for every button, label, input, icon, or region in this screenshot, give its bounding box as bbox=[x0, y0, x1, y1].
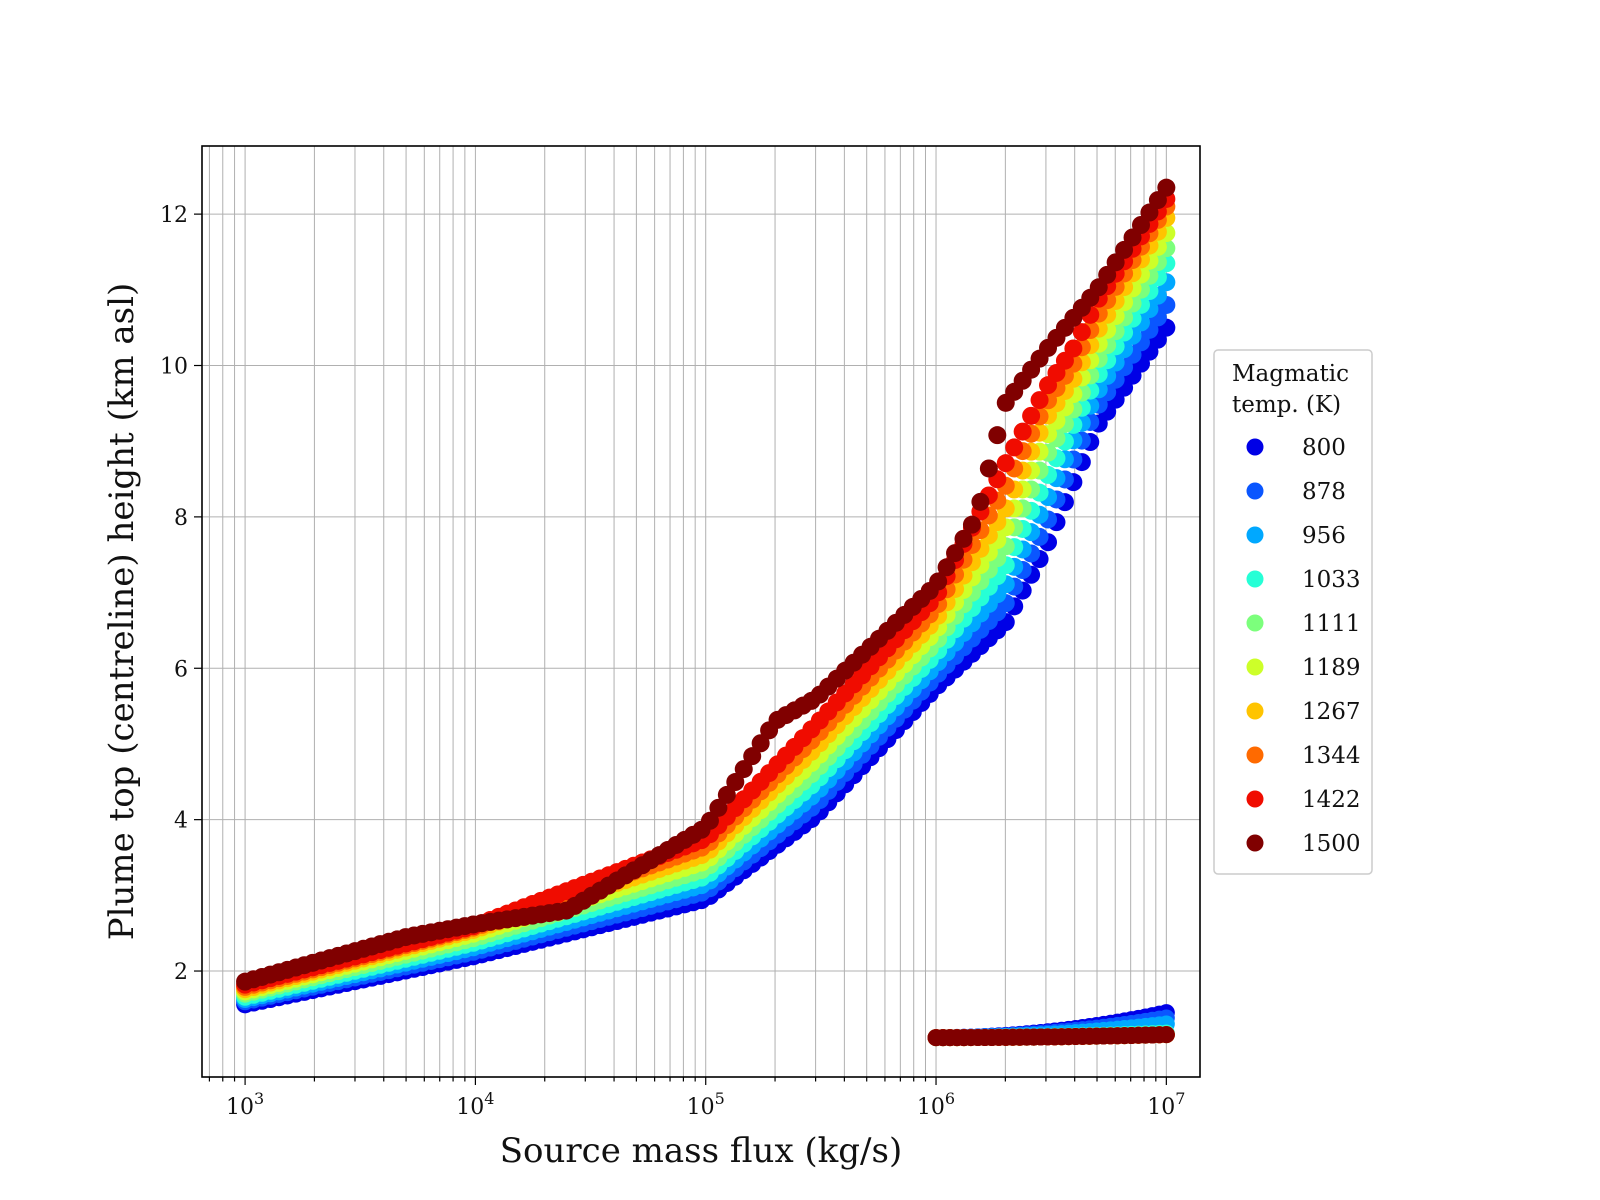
y-tick-label: 6 bbox=[174, 657, 188, 682]
series-1500 bbox=[236, 178, 1176, 1047]
data-point bbox=[1005, 438, 1024, 457]
legend-entry-1500: 1500 bbox=[1246, 831, 1361, 857]
data-point bbox=[937, 558, 956, 577]
y-tick-label: 12 bbox=[160, 203, 188, 228]
data-point bbox=[1013, 422, 1032, 441]
legend-marker bbox=[1246, 614, 1264, 632]
data-point bbox=[734, 760, 753, 779]
legend-label: 800 bbox=[1302, 435, 1346, 461]
data-point bbox=[1072, 323, 1091, 342]
data-point bbox=[929, 572, 948, 591]
data-point bbox=[1157, 1026, 1175, 1044]
x-tick-label: 105 bbox=[687, 1089, 725, 1120]
legend-title: Magmatic bbox=[1232, 361, 1349, 387]
y-tick-label: 4 bbox=[174, 809, 188, 834]
axis-ticks: 103 104 105 106 107 2 4 6 8 10 12 bbox=[160, 203, 1185, 1120]
scatter-points bbox=[236, 178, 1176, 1047]
x-axis-title: Source mass flux (kg/s) bbox=[500, 1131, 902, 1171]
data-point bbox=[954, 529, 973, 548]
data-point bbox=[946, 544, 965, 563]
plot-area-frame bbox=[201, 145, 1201, 1078]
legend-label: 878 bbox=[1302, 479, 1346, 505]
legend-marker bbox=[1246, 438, 1264, 456]
legend-label: 956 bbox=[1302, 523, 1346, 549]
y-tick-label: 8 bbox=[174, 506, 188, 531]
legend-label: 1422 bbox=[1302, 787, 1361, 813]
legend-entry-1033: 1033 bbox=[1246, 567, 1361, 593]
legend-label: 1189 bbox=[1302, 655, 1361, 681]
legend-marker bbox=[1246, 658, 1264, 676]
grid-lines bbox=[202, 146, 1200, 1077]
legend-entry-1267: 1267 bbox=[1246, 699, 1361, 725]
legend: Magmatic temp. (K) 800 878 956 1033 1111 1189 12… bbox=[1213, 349, 1373, 875]
legend-title: temp. (K) bbox=[1232, 392, 1341, 418]
data-point bbox=[726, 773, 745, 792]
data-point bbox=[700, 811, 719, 830]
x-tick-label: 106 bbox=[917, 1089, 955, 1120]
y-tick-label: 10 bbox=[160, 355, 188, 380]
legend-entry-800: 800 bbox=[1246, 435, 1346, 461]
data-point bbox=[1022, 406, 1041, 425]
legend-marker bbox=[1246, 746, 1264, 764]
data-point bbox=[717, 785, 736, 804]
legend-entry-1111: 1111 bbox=[1246, 611, 1361, 637]
legend-label: 1033 bbox=[1302, 567, 1361, 593]
data-point bbox=[996, 454, 1015, 473]
data-point bbox=[709, 798, 728, 817]
data-point bbox=[1157, 178, 1176, 197]
data-point bbox=[751, 734, 770, 753]
x-tick-label: 104 bbox=[456, 1089, 494, 1120]
legend-label: 1344 bbox=[1302, 743, 1361, 769]
legend-label: 1111 bbox=[1302, 611, 1361, 637]
legend-entry-1189: 1189 bbox=[1246, 655, 1361, 681]
legend-marker bbox=[1246, 834, 1264, 852]
legend-marker bbox=[1246, 570, 1264, 588]
y-axis-title: Plume top (centreline) height (km asl) bbox=[102, 283, 142, 941]
x-tick-label: 103 bbox=[226, 1089, 264, 1120]
legend-entry-878: 878 bbox=[1246, 479, 1346, 505]
data-point bbox=[962, 515, 981, 534]
y-tick-label: 2 bbox=[174, 960, 188, 985]
legend-entry-956: 956 bbox=[1246, 523, 1346, 549]
legend-marker bbox=[1246, 526, 1264, 544]
data-point bbox=[971, 492, 990, 511]
data-point bbox=[743, 747, 762, 766]
legend-marker bbox=[1246, 482, 1264, 500]
legend-marker bbox=[1246, 790, 1264, 808]
data-point bbox=[1030, 391, 1049, 410]
legend-entry-1422: 1422 bbox=[1246, 787, 1361, 813]
legend-label: 1267 bbox=[1302, 699, 1361, 725]
data-point bbox=[988, 426, 1007, 445]
data-point bbox=[1064, 339, 1083, 358]
legend-box bbox=[1213, 349, 1373, 875]
data-point bbox=[979, 459, 998, 478]
x-tick-label: 107 bbox=[1147, 1089, 1185, 1120]
legend-marker bbox=[1246, 702, 1264, 720]
legend-label: 1500 bbox=[1302, 831, 1361, 857]
legend-entry-1344: 1344 bbox=[1246, 743, 1361, 769]
